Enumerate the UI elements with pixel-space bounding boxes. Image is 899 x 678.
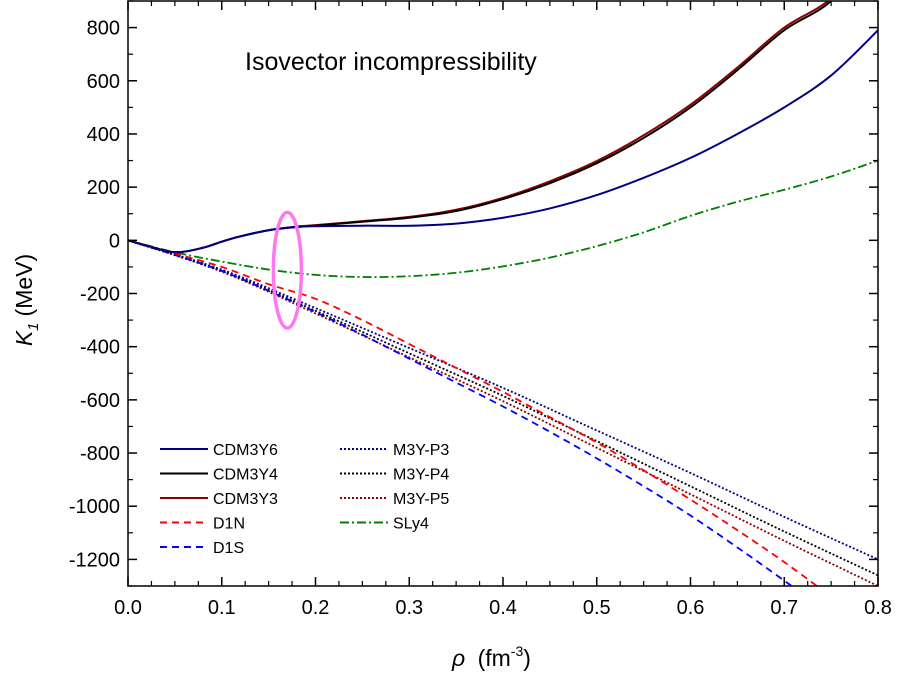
- y-tick-label: -400: [80, 337, 120, 359]
- series-m3y-p5: [128, 239, 878, 586]
- series-d1s: [128, 239, 794, 586]
- y-tick-labels: -1200 -1000 -800 -600 -400 -200 0 200 400 600 800: [69, 18, 120, 572]
- y-axis-symbol: K: [11, 329, 37, 346]
- y-tick-label: -800: [80, 443, 120, 465]
- y-axis-title: K1 (MeV): [11, 254, 42, 346]
- legend-label-m3y-p4: M3Y-P4: [393, 467, 449, 484]
- x-tick-label: 0.7: [770, 597, 798, 619]
- x-tick-label: 0.8: [864, 597, 892, 619]
- x-tick-label: 0.6: [677, 597, 705, 619]
- y-tick-label: 0: [109, 230, 120, 252]
- series-cdm3y6: [128, 29, 878, 254]
- y-tick-label: 800: [87, 18, 120, 40]
- y-tick-label: -600: [80, 390, 120, 412]
- legend-label-sly4: SLy4: [393, 516, 429, 533]
- y-tick-label: -1200: [69, 549, 120, 571]
- y-axis-subscript: 1: [25, 322, 42, 330]
- x-tick-label: 0.1: [208, 597, 236, 619]
- highlight-ellipse: [271, 210, 304, 330]
- y-tick-label: -1000: [69, 496, 120, 518]
- x-axis-symbol: ρ: [451, 645, 465, 671]
- series-cdm3y3: [128, 1, 830, 254]
- y-tick-label: -200: [80, 284, 120, 306]
- legend-label-cdm3y3: CDM3Y3: [213, 491, 278, 508]
- legend-label-cdm3y4: CDM3Y4: [213, 467, 278, 484]
- x-tick-label: 0.4: [489, 597, 517, 619]
- x-axis-unit-prefix: (fm: [478, 645, 511, 671]
- x-tick-label: 0.3: [395, 597, 423, 619]
- y-tick-label: 600: [87, 71, 120, 93]
- series-d1n: [128, 239, 819, 586]
- x-axis-title: ρ (fm-3): [451, 643, 531, 671]
- ticks-layer: [127, 0, 879, 587]
- x-tick-label: 0.0: [114, 597, 142, 619]
- legend: CDM3Y6 CDM3Y4 CDM3Y3 D1N D1S M3Y-P3 M3Y-P4 M3Y-…: [160, 442, 449, 557]
- x-tick-labels: 0.0 0.1 0.2 0.3 0.4 0.5 0.6 0.7 0.8: [114, 597, 892, 619]
- x-axis-unit-exponent: -3: [511, 643, 524, 659]
- y-axis-unit: (MeV): [11, 254, 37, 317]
- chart-annotation: Isovector incompressibility: [245, 48, 537, 76]
- series-sly4: [128, 159, 878, 278]
- legend-label-m3y-p5: M3Y-P5: [393, 491, 449, 508]
- y-tick-label: 400: [87, 124, 120, 146]
- legend-label-d1n: D1N: [213, 516, 245, 533]
- series-cdm3y4: [128, 1, 833, 254]
- legend-label-cdm3y6: CDM3Y6: [213, 442, 278, 459]
- series-layer: [128, 1, 878, 586]
- legend-label-d1s: D1S: [213, 540, 244, 557]
- series-m3y-p3: [128, 239, 878, 561]
- legend-label-m3y-p3: M3Y-P3: [393, 442, 449, 459]
- y-tick-label: 200: [87, 177, 120, 199]
- highlight-layer: [271, 210, 304, 330]
- x-tick-label: 0.5: [583, 597, 611, 619]
- x-tick-label: 0.2: [302, 597, 330, 619]
- x-axis-unit-suffix: ): [523, 645, 531, 671]
